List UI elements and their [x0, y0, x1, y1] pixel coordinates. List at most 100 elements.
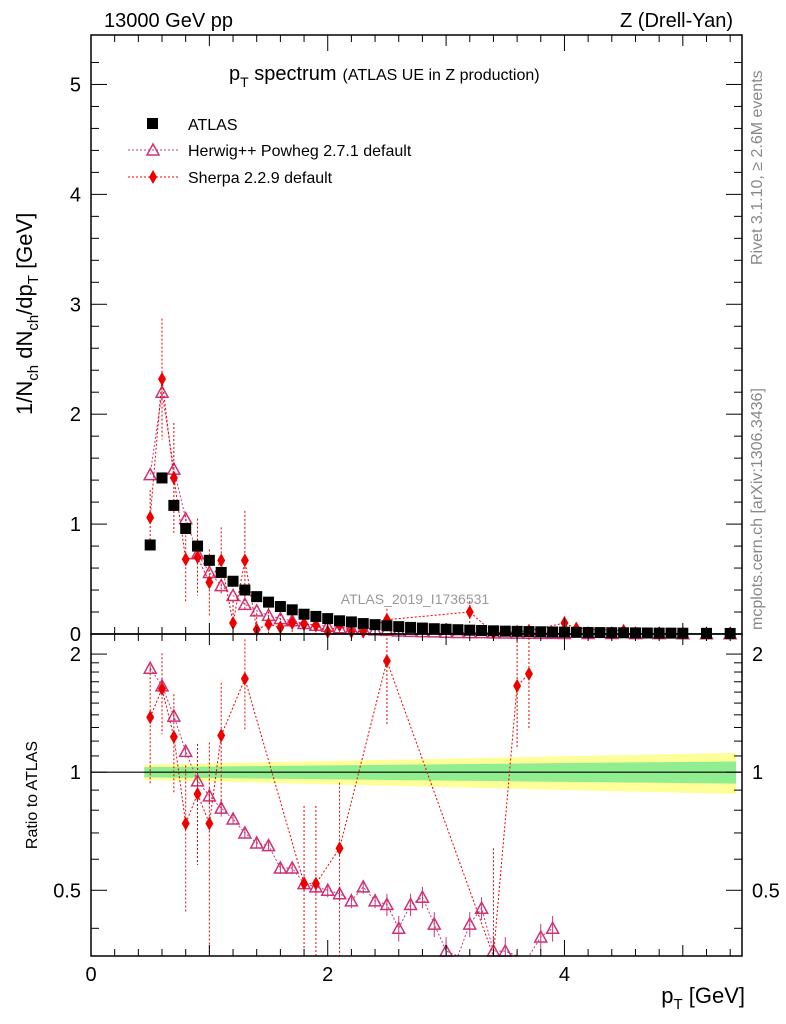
main-atlas-point	[523, 626, 535, 638]
title-sub: T	[240, 74, 249, 90]
main-sherpa-point	[288, 616, 297, 631]
legend-label-sherpa: Sherpa 2.2.9 default	[188, 170, 333, 187]
main-atlas-point	[203, 554, 215, 566]
main-ylabel: 1/Nch dNch/dpT [GeV]	[12, 213, 42, 415]
main-atlas-point	[263, 596, 275, 608]
main-herwig-point	[154, 384, 170, 398]
main-herwig-point	[213, 578, 229, 592]
ratio-herwig-point	[462, 916, 478, 930]
main-atlas-point	[144, 539, 156, 551]
title-rest: spectrum	[249, 63, 337, 85]
main-herwig-point	[225, 587, 241, 602]
ratio-frame	[90, 633, 743, 957]
main-herwig-point	[237, 596, 253, 611]
ratio-sherpa-point	[217, 728, 226, 743]
ratio-sherpa-point	[240, 671, 249, 686]
header-right: Z (Drell-Yan)	[620, 10, 733, 32]
x-axis-label: pT [GeV]	[661, 983, 745, 1013]
ratio-herwig-point	[166, 708, 182, 722]
main-sherpa-point	[240, 553, 249, 568]
main-atlas-point	[310, 610, 322, 622]
ratio-sherpa-point	[193, 786, 202, 801]
main-ytick-label: 2	[70, 404, 81, 426]
x-tick-label: 4	[559, 964, 570, 986]
main-atlas-point	[227, 575, 239, 587]
main-atlas-point	[274, 601, 286, 613]
main-atlas-point	[393, 621, 405, 633]
main-atlas-point	[665, 627, 677, 639]
ratio-ylabel: Ratio to ATLAS	[24, 741, 41, 849]
legend-marker-herwig	[145, 142, 161, 156]
ratio-sherpa-point	[524, 666, 533, 681]
ratio-ytick-label-right: 0.5	[752, 880, 780, 902]
main-herwig-point	[249, 603, 264, 617]
title-main: p	[229, 63, 240, 85]
ratio-ytick-label: 0.5	[53, 880, 81, 902]
legend-marker-sherpa	[149, 170, 157, 184]
main-sherpa-point	[158, 372, 167, 387]
ratio-sherpa-point	[311, 876, 320, 891]
main-sherpa-point	[146, 510, 155, 525]
ratio-sherpa-point	[335, 841, 344, 856]
ratio-sherpa-point	[158, 681, 167, 696]
legend-label-atlas: ATLAS	[188, 117, 238, 134]
main-ytick-label: 0	[70, 624, 81, 646]
ratio-ytick-label: 2	[70, 644, 81, 666]
ratio-herwig-point	[273, 860, 288, 874]
main-atlas-point	[357, 618, 369, 630]
title-suffix: (ATLAS UE in Z production)	[343, 67, 540, 84]
main-sherpa-point	[264, 617, 273, 632]
ratio-herwig-point	[545, 920, 560, 935]
ratio-ytick-label-right: 2	[752, 644, 763, 666]
ratio-herwig-point	[426, 916, 442, 930]
main-panel: 0 1 2 3 4 5 ATLAS_2019_I1736531 pT spectrum (A…	[12, 34, 743, 646]
ratio-sherpa-point	[300, 876, 309, 891]
main-sherpa-point	[217, 553, 226, 568]
legend: ATLAS Herwig++ Powheg 2.7.1 default Sher…	[128, 117, 412, 187]
main-atlas-point	[641, 627, 653, 639]
main-sherpa-point	[229, 616, 238, 631]
main-sherpa-point	[205, 575, 214, 590]
main-atlas-point	[192, 540, 204, 552]
ratio-herwig-line	[149, 668, 553, 957]
main-atlas-point	[369, 619, 381, 631]
legend-marker-atlas	[147, 118, 158, 129]
main-ytick-label: 4	[70, 184, 81, 206]
main-sherpa-point	[300, 617, 309, 632]
watermark: ATLAS_2019_I1736531	[341, 591, 490, 607]
ratio-herwig-point	[415, 889, 430, 903]
main-atlas-point	[298, 608, 310, 620]
main-atlas-point	[156, 472, 168, 484]
ratio-plot-content	[91, 634, 742, 957]
ratio-herwig-point	[391, 920, 407, 935]
main-ytick-label: 3	[70, 294, 81, 316]
ratio-herwig-point	[533, 929, 549, 943]
header-left: 13000 GeV pp	[104, 10, 233, 32]
main-ytick-label: 5	[70, 74, 81, 96]
main-atlas-point	[594, 627, 606, 639]
ratio-panel: 0.5 0.5 1 1 2 2 0 2 4 Ratio to ATLAS pT [GeV]	[24, 633, 780, 1013]
main-atlas-point	[180, 522, 192, 534]
ratio-herwig-point	[403, 896, 418, 911]
ratio-herwig-point	[237, 825, 253, 839]
ratio-sherpa-point	[205, 816, 214, 831]
main-sherpa-point	[169, 470, 178, 485]
main-atlas-point	[381, 620, 393, 632]
main-atlas-point	[286, 604, 298, 616]
ratio-sherpa-point	[169, 729, 178, 744]
ratio-herwig-point	[367, 893, 383, 907]
legend-label-herwig: Herwig++ Powheg 2.7.1 default	[188, 143, 412, 160]
plot-title: pT spectrum (ATLAS UE in Z production)	[229, 63, 540, 90]
ratio-herwig-point	[225, 811, 241, 825]
ratio-ytick-label-right: 1	[752, 762, 763, 784]
main-herwig-point	[178, 511, 193, 525]
ratio-ytick-label: 1	[70, 762, 81, 784]
ratio-sherpa-point	[382, 654, 391, 669]
main-atlas-point	[570, 626, 582, 638]
ratio-herwig-point	[284, 860, 300, 874]
main-sherpa-point	[181, 552, 190, 567]
ratio-herwig-point	[261, 838, 276, 852]
ratio-ticks: 0.5 0.5 1 1 2 2 0 2 4	[53, 634, 780, 986]
ratio-herwig-point	[213, 800, 229, 814]
